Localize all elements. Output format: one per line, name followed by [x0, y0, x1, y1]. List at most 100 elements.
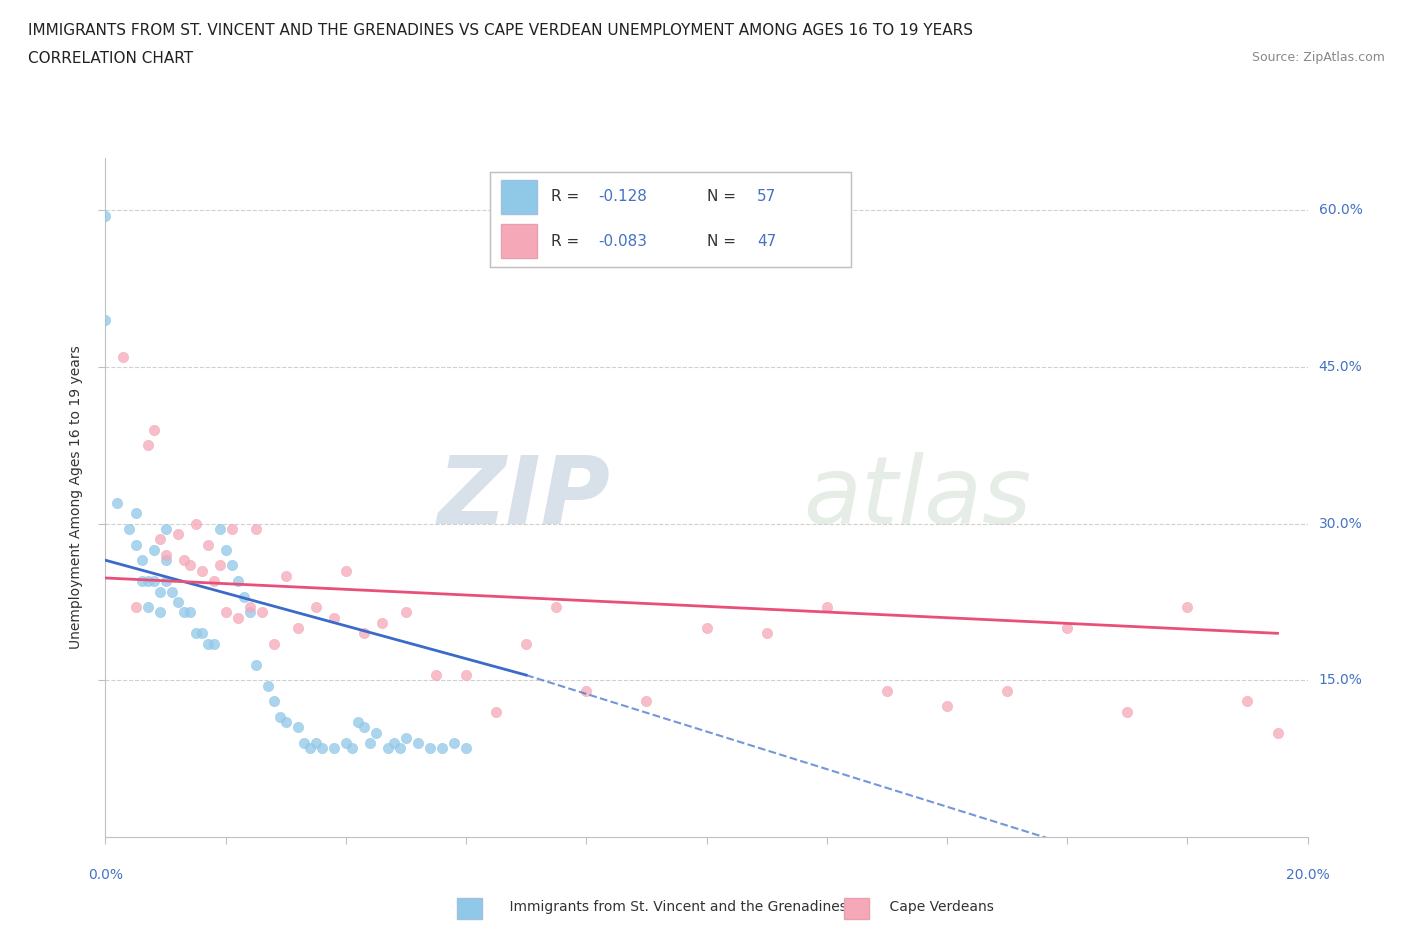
- Point: [388, 741, 411, 756]
- Point: [430, 741, 453, 756]
- Point: [395, 605, 418, 620]
- Text: 20.0%: 20.0%: [1285, 868, 1330, 882]
- Point: [221, 522, 243, 537]
- Point: [274, 568, 297, 583]
- Point: [94, 208, 117, 223]
- Point: [190, 626, 212, 641]
- Point: [155, 522, 177, 537]
- Point: [179, 558, 201, 573]
- Point: [184, 516, 207, 531]
- Text: ZIP: ZIP: [437, 452, 610, 543]
- Point: [124, 600, 146, 615]
- Point: [197, 538, 219, 552]
- Point: [112, 349, 135, 364]
- Point: [287, 620, 309, 635]
- Point: [1116, 704, 1139, 719]
- Point: [250, 605, 273, 620]
- Point: [118, 522, 141, 537]
- Point: [1175, 600, 1198, 615]
- Point: [136, 438, 159, 453]
- Point: [371, 616, 394, 631]
- Point: [202, 636, 225, 651]
- Point: [197, 636, 219, 651]
- Point: [359, 736, 381, 751]
- Point: [179, 605, 201, 620]
- Point: [173, 552, 195, 567]
- Text: CORRELATION CHART: CORRELATION CHART: [28, 51, 193, 66]
- Point: [353, 720, 375, 735]
- Point: [124, 538, 146, 552]
- Text: 0.0%: 0.0%: [89, 868, 122, 882]
- Point: [406, 736, 429, 751]
- Point: [226, 574, 249, 589]
- Point: [335, 564, 357, 578]
- Point: [305, 736, 328, 751]
- Text: atlas: atlas: [803, 452, 1031, 543]
- Point: [636, 694, 658, 709]
- Y-axis label: Unemployment Among Ages 16 to 19 years: Unemployment Among Ages 16 to 19 years: [69, 346, 83, 649]
- Point: [515, 636, 537, 651]
- Text: Cape Verdeans: Cape Verdeans: [872, 899, 994, 914]
- Point: [454, 741, 477, 756]
- Point: [546, 600, 568, 615]
- Point: [311, 741, 333, 756]
- Point: [696, 620, 718, 635]
- Point: [395, 730, 418, 745]
- Text: 60.0%: 60.0%: [1319, 204, 1362, 218]
- Point: [485, 704, 508, 719]
- Point: [1056, 620, 1078, 635]
- Point: [287, 720, 309, 735]
- Point: [148, 532, 170, 547]
- Point: [443, 736, 465, 751]
- Point: [124, 506, 146, 521]
- Text: Immigrants from St. Vincent and the Grenadines: Immigrants from St. Vincent and the Gren…: [492, 899, 846, 914]
- Point: [995, 684, 1018, 698]
- Point: [377, 741, 399, 756]
- Point: [148, 584, 170, 599]
- Text: 30.0%: 30.0%: [1319, 517, 1362, 531]
- Point: [1267, 725, 1289, 740]
- Point: [160, 584, 183, 599]
- Point: [184, 626, 207, 641]
- Point: [353, 626, 375, 641]
- Point: [226, 610, 249, 625]
- Point: [305, 600, 328, 615]
- Point: [419, 741, 441, 756]
- Point: [136, 600, 159, 615]
- Point: [347, 714, 370, 729]
- Point: [221, 558, 243, 573]
- Point: [155, 574, 177, 589]
- Point: [454, 668, 477, 683]
- Point: [298, 741, 321, 756]
- Point: [274, 714, 297, 729]
- Point: [173, 605, 195, 620]
- Point: [245, 522, 267, 537]
- Point: [208, 522, 231, 537]
- Point: [364, 725, 387, 740]
- Point: [148, 605, 170, 620]
- Point: [239, 605, 262, 620]
- Point: [131, 574, 153, 589]
- Point: [239, 600, 262, 615]
- Point: [94, 312, 117, 327]
- Point: [155, 552, 177, 567]
- Point: [1236, 694, 1258, 709]
- Point: [292, 736, 315, 751]
- Point: [142, 542, 165, 557]
- Point: [166, 526, 188, 541]
- Point: [131, 552, 153, 567]
- Point: [256, 678, 278, 693]
- Point: [322, 741, 344, 756]
- Point: [755, 626, 778, 641]
- Text: 45.0%: 45.0%: [1319, 360, 1362, 374]
- Point: [876, 684, 898, 698]
- Point: [142, 422, 165, 437]
- Point: [214, 605, 236, 620]
- Point: [166, 594, 188, 609]
- Point: [815, 600, 838, 615]
- Text: 15.0%: 15.0%: [1319, 673, 1362, 687]
- Point: [425, 668, 447, 683]
- Point: [202, 574, 225, 589]
- Point: [575, 684, 598, 698]
- Point: [245, 658, 267, 672]
